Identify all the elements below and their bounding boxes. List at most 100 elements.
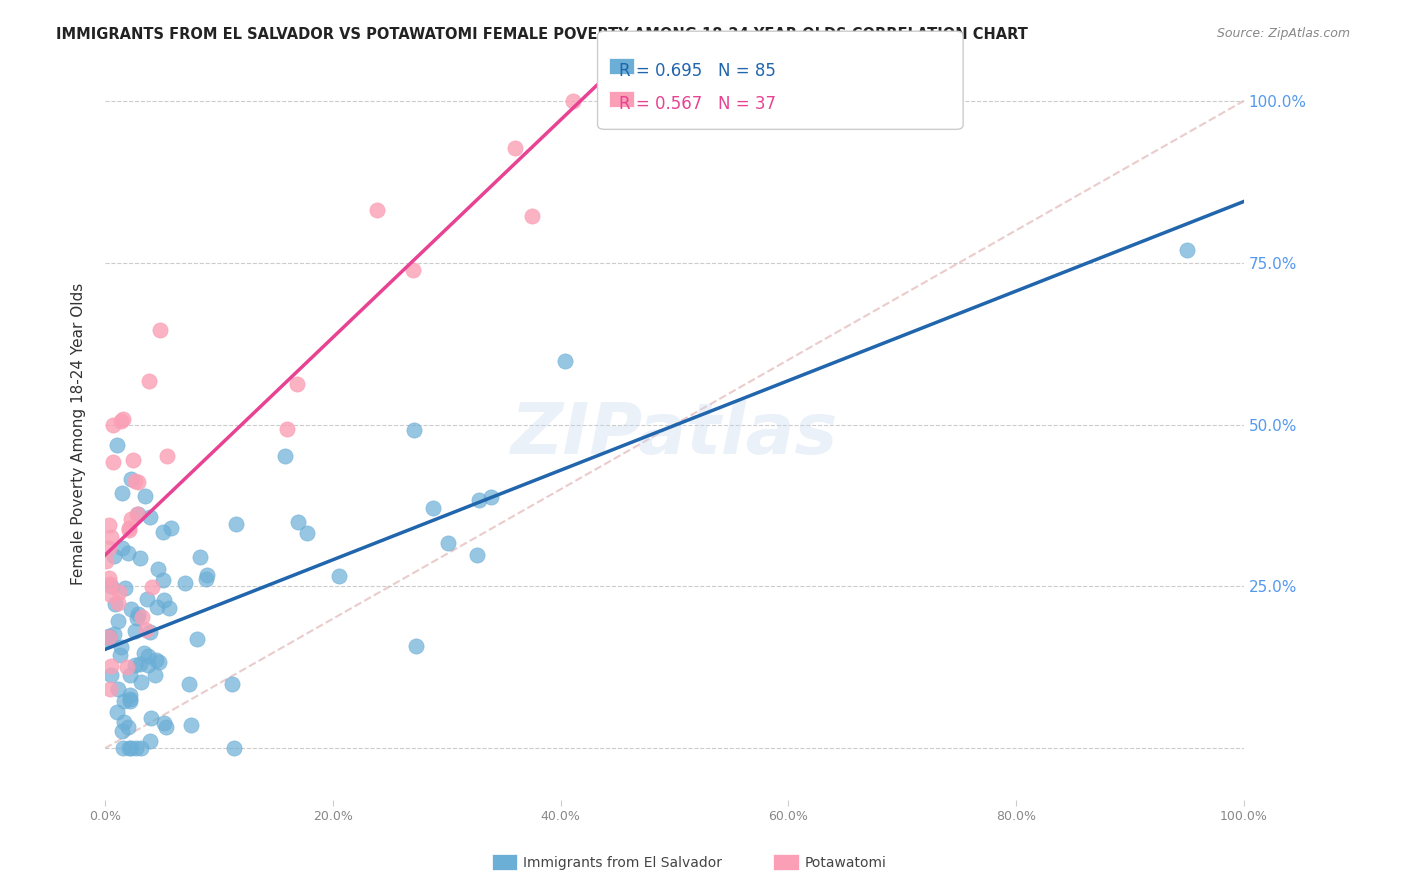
- Point: [287, 515, 309, 529]
- Point: [111, 741, 134, 756]
- Point: [146, 599, 169, 614]
- Point: [124, 657, 146, 672]
- Point: [110, 648, 132, 663]
- Point: [101, 455, 124, 469]
- Point: [128, 551, 150, 566]
- Point: [152, 525, 174, 540]
- Point: [97, 632, 120, 647]
- Point: [520, 209, 543, 223]
- Point: [152, 593, 174, 607]
- Point: [153, 716, 176, 731]
- Point: [125, 741, 148, 756]
- Point: [186, 632, 208, 646]
- Point: [112, 714, 135, 729]
- Point: [276, 422, 298, 436]
- Point: [107, 596, 129, 610]
- Point: [98, 518, 121, 533]
- Point: [111, 485, 134, 500]
- Point: [136, 591, 159, 606]
- Point: [402, 263, 425, 277]
- Point: [138, 734, 160, 748]
- Point: [100, 659, 122, 673]
- Point: [149, 323, 172, 337]
- Point: [100, 530, 122, 544]
- Y-axis label: Female Poverty Among 18-24 Year Olds: Female Poverty Among 18-24 Year Olds: [72, 283, 86, 585]
- Point: [98, 577, 121, 591]
- Point: [107, 614, 129, 628]
- Point: [136, 649, 159, 664]
- Point: [468, 493, 491, 508]
- Point: [225, 516, 247, 531]
- Point: [98, 541, 121, 555]
- Point: [179, 677, 201, 691]
- Point: [127, 607, 149, 621]
- Point: [100, 668, 122, 682]
- Point: [503, 141, 526, 155]
- Point: [127, 507, 149, 521]
- Point: [139, 711, 162, 725]
- Text: ZIPatlas: ZIPatlas: [510, 400, 838, 469]
- Point: [120, 741, 142, 756]
- Point: [404, 423, 426, 437]
- Text: IMMIGRANTS FROM EL SALVADOR VS POTAWATOMI FEMALE POVERTY AMONG 18-24 YEAR OLDS C: IMMIGRANTS FROM EL SALVADOR VS POTAWATOM…: [56, 27, 1028, 42]
- Point: [224, 741, 246, 756]
- Point: [195, 567, 218, 582]
- Point: [120, 472, 142, 486]
- Point: [103, 549, 125, 564]
- Point: [108, 585, 131, 599]
- Point: [221, 676, 243, 690]
- Point: [100, 579, 122, 593]
- Point: [124, 624, 146, 638]
- Point: [173, 575, 195, 590]
- Point: [132, 646, 155, 660]
- Point: [188, 549, 211, 564]
- Point: [129, 674, 152, 689]
- Point: [120, 601, 142, 615]
- Point: [134, 489, 156, 503]
- Point: [107, 682, 129, 697]
- Point: [105, 438, 128, 452]
- Point: [328, 568, 350, 582]
- Point: [110, 640, 132, 655]
- Text: Source: ZipAtlas.com: Source: ZipAtlas.com: [1216, 27, 1350, 40]
- Point: [98, 681, 121, 696]
- Point: [110, 723, 132, 738]
- Point: [114, 581, 136, 595]
- Point: [122, 453, 145, 467]
- Point: [134, 624, 156, 638]
- Point: [100, 588, 122, 602]
- Point: [125, 611, 148, 625]
- Point: [465, 548, 488, 562]
- Point: [117, 660, 139, 674]
- Point: [194, 572, 217, 586]
- Point: [103, 626, 125, 640]
- Text: R = 0.695   N = 85: R = 0.695 N = 85: [619, 62, 776, 80]
- Point: [148, 656, 170, 670]
- Point: [131, 609, 153, 624]
- Text: R = 0.567   N = 37: R = 0.567 N = 37: [619, 95, 776, 113]
- Point: [145, 653, 167, 667]
- Point: [111, 412, 134, 426]
- Point: [127, 508, 149, 522]
- Text: Immigrants from El Salvador: Immigrants from El Salvador: [523, 855, 723, 870]
- Point: [156, 450, 179, 464]
- Point: [118, 523, 141, 537]
- Point: [152, 573, 174, 587]
- Point: [112, 694, 135, 708]
- Point: [562, 94, 585, 108]
- Point: [118, 694, 141, 708]
- Point: [422, 501, 444, 516]
- Point: [131, 741, 153, 756]
- Point: [120, 692, 142, 706]
- Point: [98, 571, 121, 585]
- Point: [136, 657, 159, 672]
- Point: [97, 631, 120, 645]
- Point: [554, 354, 576, 368]
- Point: [1175, 243, 1198, 257]
- Point: [110, 414, 132, 428]
- Point: [97, 631, 120, 645]
- Point: [155, 720, 177, 734]
- Point: [405, 639, 427, 653]
- Point: [139, 624, 162, 639]
- Point: [295, 526, 318, 541]
